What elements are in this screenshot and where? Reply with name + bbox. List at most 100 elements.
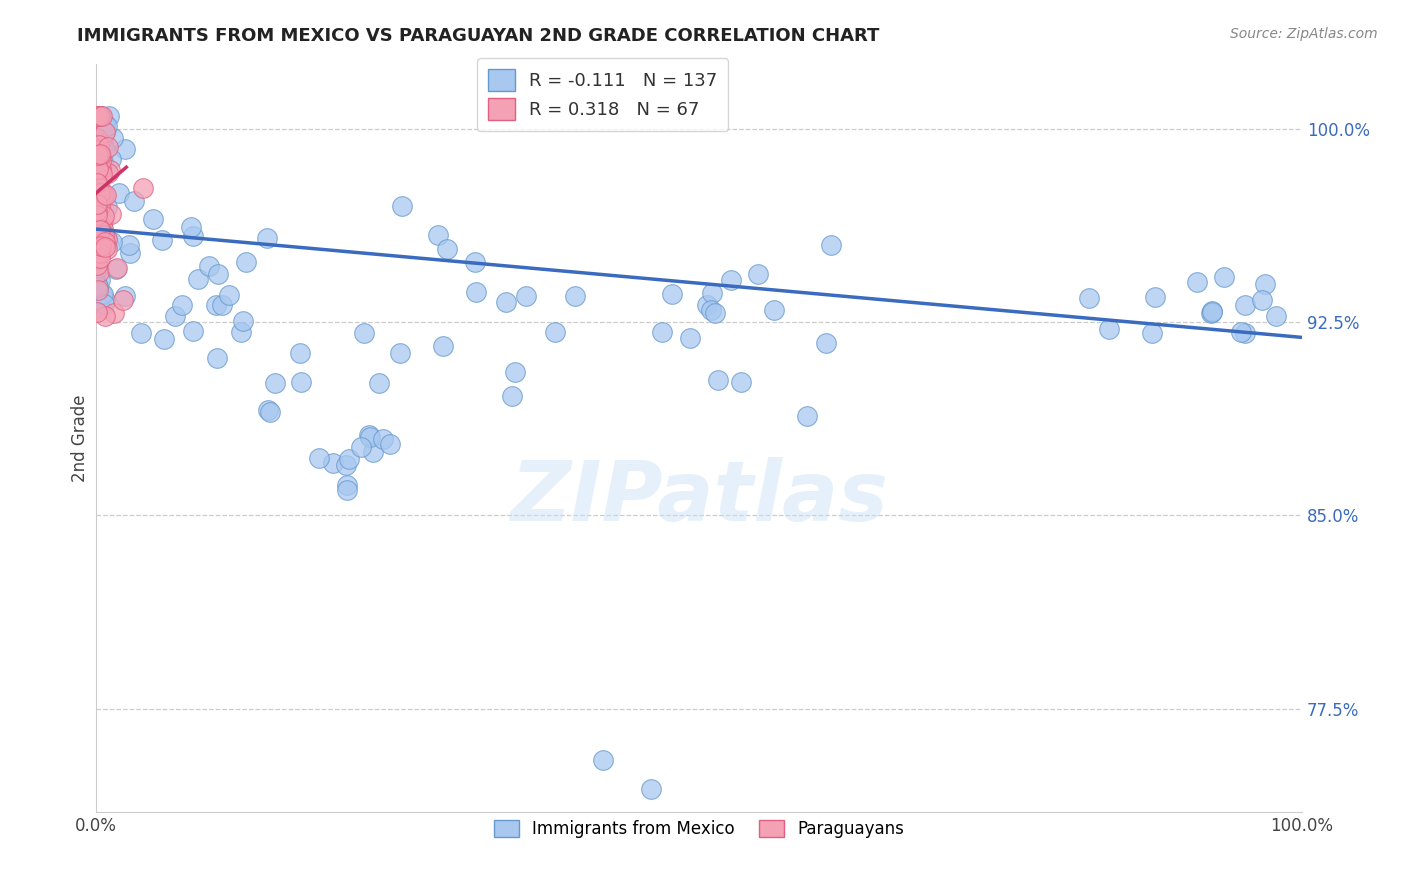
Point [89,181,111,195]
Point [91,222,114,236]
Point [427,228,450,243]
Point [96,242,118,256]
Point [679,331,702,345]
Point [132,180,155,194]
Point [96,119,118,133]
Point [101,235,124,249]
Point [87,211,110,225]
Point [87,143,110,157]
Point [97,166,120,180]
Point [371,432,394,446]
Point [1098,322,1121,336]
Point [87,279,110,293]
Point [86,186,108,200]
Point [86,176,108,190]
Point [350,440,373,454]
Point [290,376,312,390]
Point [90,204,112,219]
Point [87,244,110,258]
Point [142,212,165,227]
Point [256,231,278,245]
Point [89,109,111,123]
Point [86,175,108,189]
Point [94,118,117,132]
Point [232,314,254,328]
Point [1143,290,1166,304]
Point [515,289,537,303]
Point [814,336,837,351]
Point [322,456,344,470]
Point [91,214,114,228]
Point [181,324,204,338]
Point [543,325,565,339]
Point [762,302,785,317]
Point [90,239,112,253]
Point [93,297,115,311]
Point [90,153,112,168]
Text: Source: ZipAtlas.com: Source: ZipAtlas.com [1230,27,1378,41]
Point [1201,303,1223,318]
Point [180,219,202,234]
Point [86,208,108,222]
Point [505,365,527,379]
Point [111,293,134,307]
Point [336,478,359,492]
Point [1264,310,1286,324]
Point [90,109,112,123]
Point [89,109,111,123]
Point [264,376,287,390]
Point [90,147,112,161]
Point [89,147,111,161]
Point [86,131,108,145]
Point [87,161,110,175]
Point [86,277,108,292]
Point [89,223,111,237]
Point [1251,293,1274,307]
Point [87,264,110,278]
Point [564,289,586,303]
Point [187,272,209,286]
Point [90,216,112,230]
Point [205,351,228,366]
Point [170,298,193,312]
Point [204,298,226,312]
Point [464,285,486,300]
Point [87,252,110,267]
Point [211,298,233,312]
Point [86,278,108,293]
Point [1233,298,1256,312]
Point [335,458,357,473]
Point [696,298,718,312]
Point [361,444,384,458]
Point [89,244,111,258]
Point [118,246,141,260]
Point [87,161,110,176]
Point [87,148,110,162]
Point [90,162,112,177]
Point [91,286,114,301]
Point [94,293,117,307]
Point [231,325,253,339]
Point [353,326,375,340]
Point [87,186,110,200]
Point [87,178,110,193]
Point [235,255,257,269]
Point [97,235,120,249]
Point [96,232,118,246]
Point [87,283,110,297]
Point [640,781,662,796]
Text: IMMIGRANTS FROM MEXICO VS PARAGUAYAN 2ND GRADE CORRELATION CHART: IMMIGRANTS FROM MEXICO VS PARAGUAYAN 2ND… [77,27,880,45]
Point [86,203,108,218]
Point [87,190,110,204]
Point [89,222,111,236]
Point [103,131,125,145]
Point [94,124,117,138]
Point [86,169,108,183]
Point [432,339,454,353]
Point [1078,291,1101,305]
Point [592,753,614,767]
Point [150,233,173,247]
Legend: Immigrants from Mexico, Paraguayans: Immigrants from Mexico, Paraguayans [486,814,911,845]
Point [93,209,115,223]
Point [700,286,723,301]
